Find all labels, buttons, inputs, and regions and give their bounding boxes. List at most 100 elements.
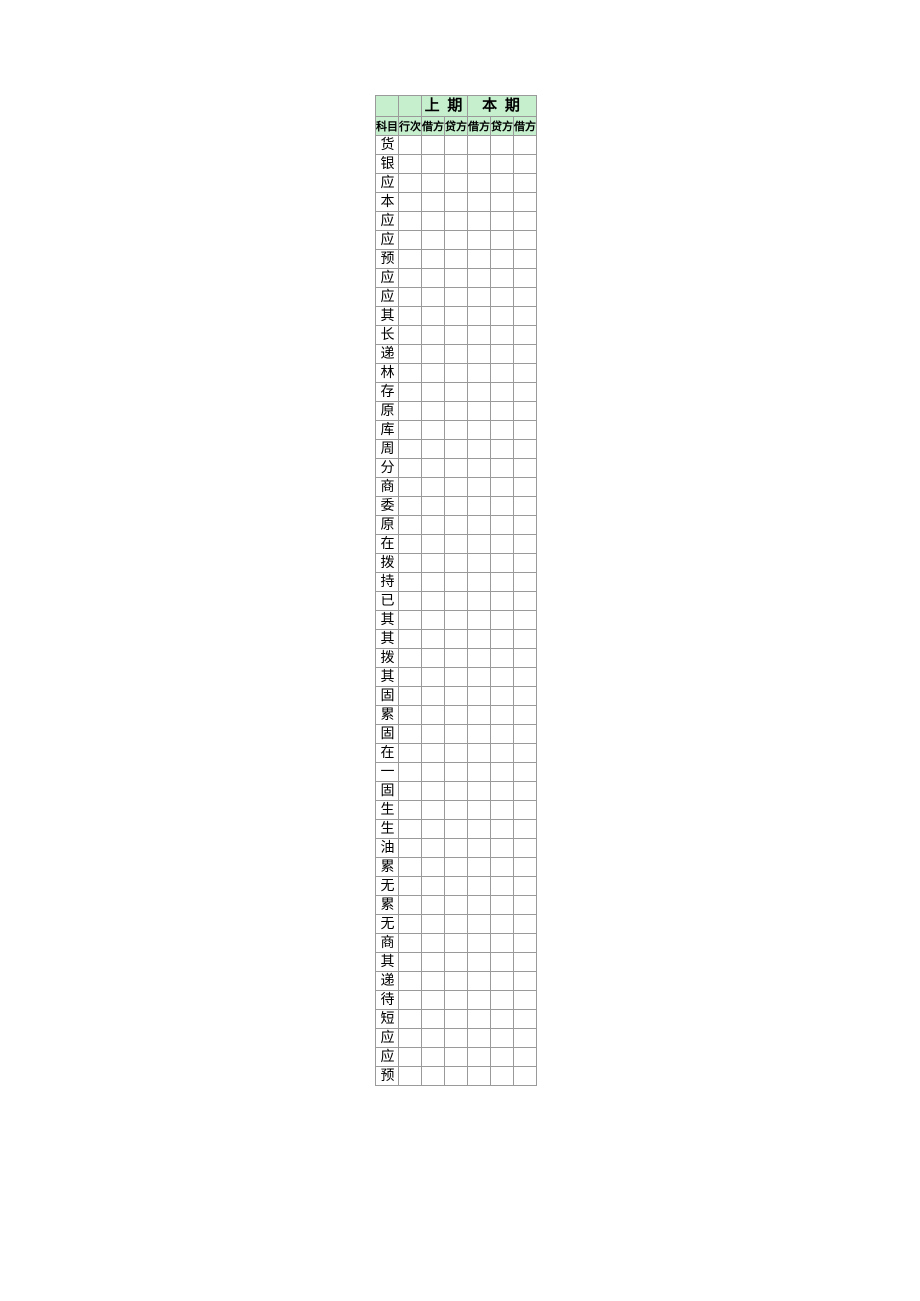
row-label-cell: 固: [376, 725, 399, 744]
table-row: 林: [376, 364, 537, 383]
row-label: 预: [380, 1069, 395, 1084]
data-cell: [445, 611, 468, 630]
data-cell: [468, 725, 491, 744]
data-cell: [514, 364, 537, 383]
header-blank-col: [399, 96, 422, 117]
data-cell: [422, 782, 445, 801]
row-label-cell: 短: [376, 1010, 399, 1029]
data-cell: [399, 136, 422, 155]
data-cell: [491, 155, 514, 174]
row-label-cell: 无: [376, 877, 399, 896]
data-cell: [445, 744, 468, 763]
row-label-cell: 持: [376, 573, 399, 592]
row-label: 固: [380, 727, 395, 742]
data-cell: [399, 858, 422, 877]
data-cell: [422, 858, 445, 877]
table-row: 分: [376, 459, 537, 478]
data-cell: [445, 364, 468, 383]
data-cell: [468, 440, 491, 459]
data-cell: [491, 554, 514, 573]
data-cell: [445, 535, 468, 554]
data-cell: [399, 421, 422, 440]
data-cell: [468, 592, 491, 611]
data-cell: [491, 706, 514, 725]
data-cell: [491, 288, 514, 307]
table-row: 油: [376, 839, 537, 858]
data-cell: [491, 535, 514, 554]
row-label-cell: 其: [376, 307, 399, 326]
data-cell: [514, 706, 537, 725]
data-cell: [399, 820, 422, 839]
data-cell: [422, 459, 445, 478]
data-cell: [491, 212, 514, 231]
table-row: 库: [376, 421, 537, 440]
data-cell: [514, 915, 537, 934]
data-cell: [468, 820, 491, 839]
data-cell: [445, 383, 468, 402]
data-cell: [468, 535, 491, 554]
data-cell: [422, 1029, 445, 1048]
data-cell: [514, 383, 537, 402]
data-cell: [468, 1029, 491, 1048]
data-cell: [445, 231, 468, 250]
data-cell: [514, 516, 537, 535]
data-cell: [399, 497, 422, 516]
table-row: 本: [376, 193, 537, 212]
data-cell: [514, 725, 537, 744]
table-row: 其: [376, 307, 537, 326]
row-label-cell: 累: [376, 858, 399, 877]
row-label: 商: [380, 936, 395, 951]
row-label-cell: 应: [376, 174, 399, 193]
data-cell: [422, 611, 445, 630]
data-cell: [445, 725, 468, 744]
data-cell: [445, 1029, 468, 1048]
row-label-cell: 货: [376, 136, 399, 155]
data-cell: [399, 744, 422, 763]
table-row: 其: [376, 953, 537, 972]
row-label: 原: [380, 404, 395, 419]
data-cell: [468, 288, 491, 307]
data-cell: [468, 269, 491, 288]
header-period-curr-label: 本 期: [482, 98, 522, 114]
data-cell: [468, 307, 491, 326]
data-cell: [514, 136, 537, 155]
data-cell: [491, 573, 514, 592]
data-cell: [422, 174, 445, 193]
data-cell: [445, 763, 468, 782]
table-row: 其: [376, 611, 537, 630]
data-cell: [445, 839, 468, 858]
data-cell: [399, 516, 422, 535]
data-cell: [399, 725, 422, 744]
data-cell: [491, 934, 514, 953]
data-cell: [491, 269, 514, 288]
data-cell: [514, 858, 537, 877]
row-label: 递: [380, 974, 395, 989]
data-cell: [468, 573, 491, 592]
data-cell: [399, 1067, 422, 1086]
data-cell: [422, 497, 445, 516]
data-cell: [399, 668, 422, 687]
row-label: 待: [380, 993, 395, 1008]
data-cell: [422, 155, 445, 174]
data-cell: [399, 934, 422, 953]
data-cell: [514, 1029, 537, 1048]
data-cell: [422, 554, 445, 573]
row-label: 存: [380, 385, 395, 400]
data-cell: [514, 193, 537, 212]
row-label: 固: [380, 689, 395, 704]
data-cell: [514, 972, 537, 991]
row-label-cell: 预: [376, 1067, 399, 1086]
table-row: 存: [376, 383, 537, 402]
data-cell: [422, 763, 445, 782]
header-row-2: 科目 行次 借方 贷方 借方 贷方 借方: [376, 117, 537, 136]
row-label-cell: 累: [376, 896, 399, 915]
data-cell: [514, 155, 537, 174]
data-cell: [399, 554, 422, 573]
row-label-cell: 一: [376, 763, 399, 782]
data-cell: [445, 250, 468, 269]
row-label: 在: [380, 537, 395, 552]
data-cell: [468, 250, 491, 269]
data-cell: [422, 383, 445, 402]
data-cell: [491, 972, 514, 991]
data-cell: [399, 364, 422, 383]
